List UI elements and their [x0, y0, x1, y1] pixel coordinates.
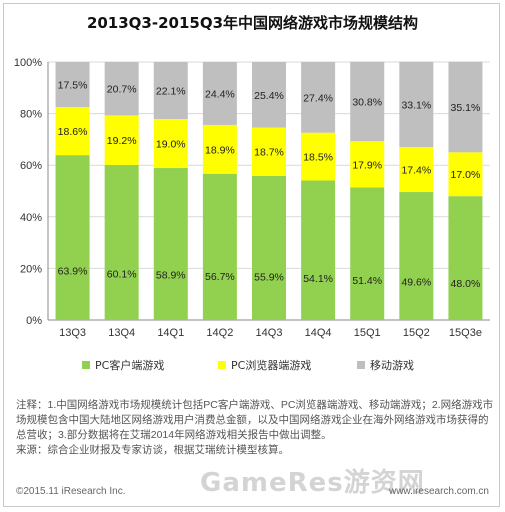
data-label: 27.4%	[303, 92, 333, 104]
legend-swatch	[357, 361, 365, 369]
notes-line-1: 注释：1.中国网络游戏市场规模统计包括PC客户端游戏、PC浏览器端游戏、移动端游…	[16, 399, 494, 441]
y-tick-label: 100%	[14, 57, 42, 69]
x-tick-label: 14Q1	[157, 327, 184, 339]
data-label: 55.9%	[254, 272, 284, 284]
bar-segment	[350, 187, 385, 320]
data-label: 33.1%	[401, 99, 431, 111]
bar-segment	[399, 147, 434, 193]
notes-line-2: 来源：综合企业财报及专家访谈，根据艾瑞统计模型核算。	[16, 444, 289, 456]
bar-segment	[448, 152, 483, 197]
bar-segment	[252, 127, 286, 176]
bar-segment	[301, 62, 336, 133]
y-tick-label: 60%	[20, 160, 42, 172]
bar-segment	[301, 180, 336, 320]
bar-segment	[104, 62, 139, 116]
bar-segment	[301, 132, 336, 181]
bar-segment	[55, 62, 90, 108]
bar-segment	[252, 62, 286, 128]
x-tick-label: 14Q4	[305, 327, 332, 339]
legend-label: PC浏览器端游戏	[231, 358, 311, 372]
legend-label: 移动游戏	[370, 359, 414, 372]
data-label: 19.2%	[107, 135, 137, 147]
bar-segment	[350, 61, 385, 142]
data-label: 20.7%	[107, 84, 137, 96]
bar-segment	[55, 155, 90, 320]
bar-segment	[153, 62, 188, 120]
data-label: 17.5%	[58, 80, 88, 92]
x-tick-label: 14Q2	[206, 327, 233, 339]
legend-label: PC客户端游戏	[95, 358, 164, 372]
bar-segment	[55, 107, 90, 156]
bar-segment	[202, 62, 237, 125]
data-label: 49.6%	[401, 277, 431, 289]
x-tick-label: 15Q1	[354, 327, 381, 339]
data-label: 25.4%	[254, 90, 284, 102]
data-label: 18.5%	[303, 152, 333, 164]
data-label: 24.4%	[205, 88, 235, 100]
data-label: 22.1%	[156, 86, 186, 98]
y-tick-label: 20%	[20, 263, 42, 275]
x-tick-label: 15Q2	[403, 327, 430, 339]
legend-swatch	[82, 361, 90, 369]
bar-segment	[153, 119, 188, 169]
x-tick-label: 14Q3	[256, 327, 283, 339]
bar-segment	[104, 164, 139, 320]
bar-segment	[448, 61, 483, 153]
data-label: 35.1%	[451, 102, 481, 114]
watermark: GameRes游资网	[200, 468, 425, 498]
chart-title: 2013Q3-2015Q3年中国网络游戏市场规模结构	[86, 14, 419, 32]
bar-segment	[252, 175, 286, 320]
bar-segment	[399, 192, 434, 320]
data-label: 51.4%	[352, 275, 382, 287]
data-label: 58.9%	[156, 269, 186, 281]
data-label: 54.1%	[303, 273, 333, 285]
data-label: 56.7%	[205, 271, 235, 283]
bar-segment	[448, 196, 483, 320]
bar-segment	[104, 115, 139, 165]
bar-segment	[153, 168, 188, 320]
data-label: 30.8%	[352, 96, 382, 108]
x-tick-label: 13Q3	[59, 327, 86, 339]
y-tick-label: 80%	[20, 109, 42, 121]
bar-segment	[202, 173, 237, 320]
data-label: 18.9%	[205, 144, 235, 156]
data-label: 19.0%	[156, 139, 186, 151]
x-tick-label: 15Q3e	[449, 327, 482, 339]
copyright: ©2015.11 iResearch Inc.	[16, 486, 126, 497]
stacked-bar-chart: 0% 20% 40% 60% 80% 100% 63.9% 18.6% 17.5% 13Q3 60.…	[14, 57, 490, 372]
y-tick-label: 40%	[20, 212, 42, 224]
data-label: 17.9%	[352, 159, 382, 171]
data-label: 48.0%	[451, 278, 481, 290]
x-tick-label: 13Q4	[108, 327, 135, 339]
chart-notes: 注释：1.中国网络游戏市场规模统计包括PC客户端游戏、PC浏览器端游戏、移动端游…	[16, 398, 494, 458]
bar-segment	[399, 61, 434, 148]
y-tick-label: 0%	[26, 315, 42, 327]
legend-swatch	[218, 361, 226, 369]
bar-segment	[350, 141, 385, 188]
data-label: 60.1%	[107, 268, 137, 280]
source-url: www.iresearch.com.cn	[388, 486, 489, 497]
data-label: 17.0%	[451, 169, 481, 181]
data-label: 18.6%	[58, 126, 88, 138]
data-label: 63.9%	[58, 266, 88, 278]
data-label: 18.7%	[254, 147, 284, 159]
data-label: 17.4%	[401, 165, 431, 177]
bar-segment	[202, 124, 237, 174]
